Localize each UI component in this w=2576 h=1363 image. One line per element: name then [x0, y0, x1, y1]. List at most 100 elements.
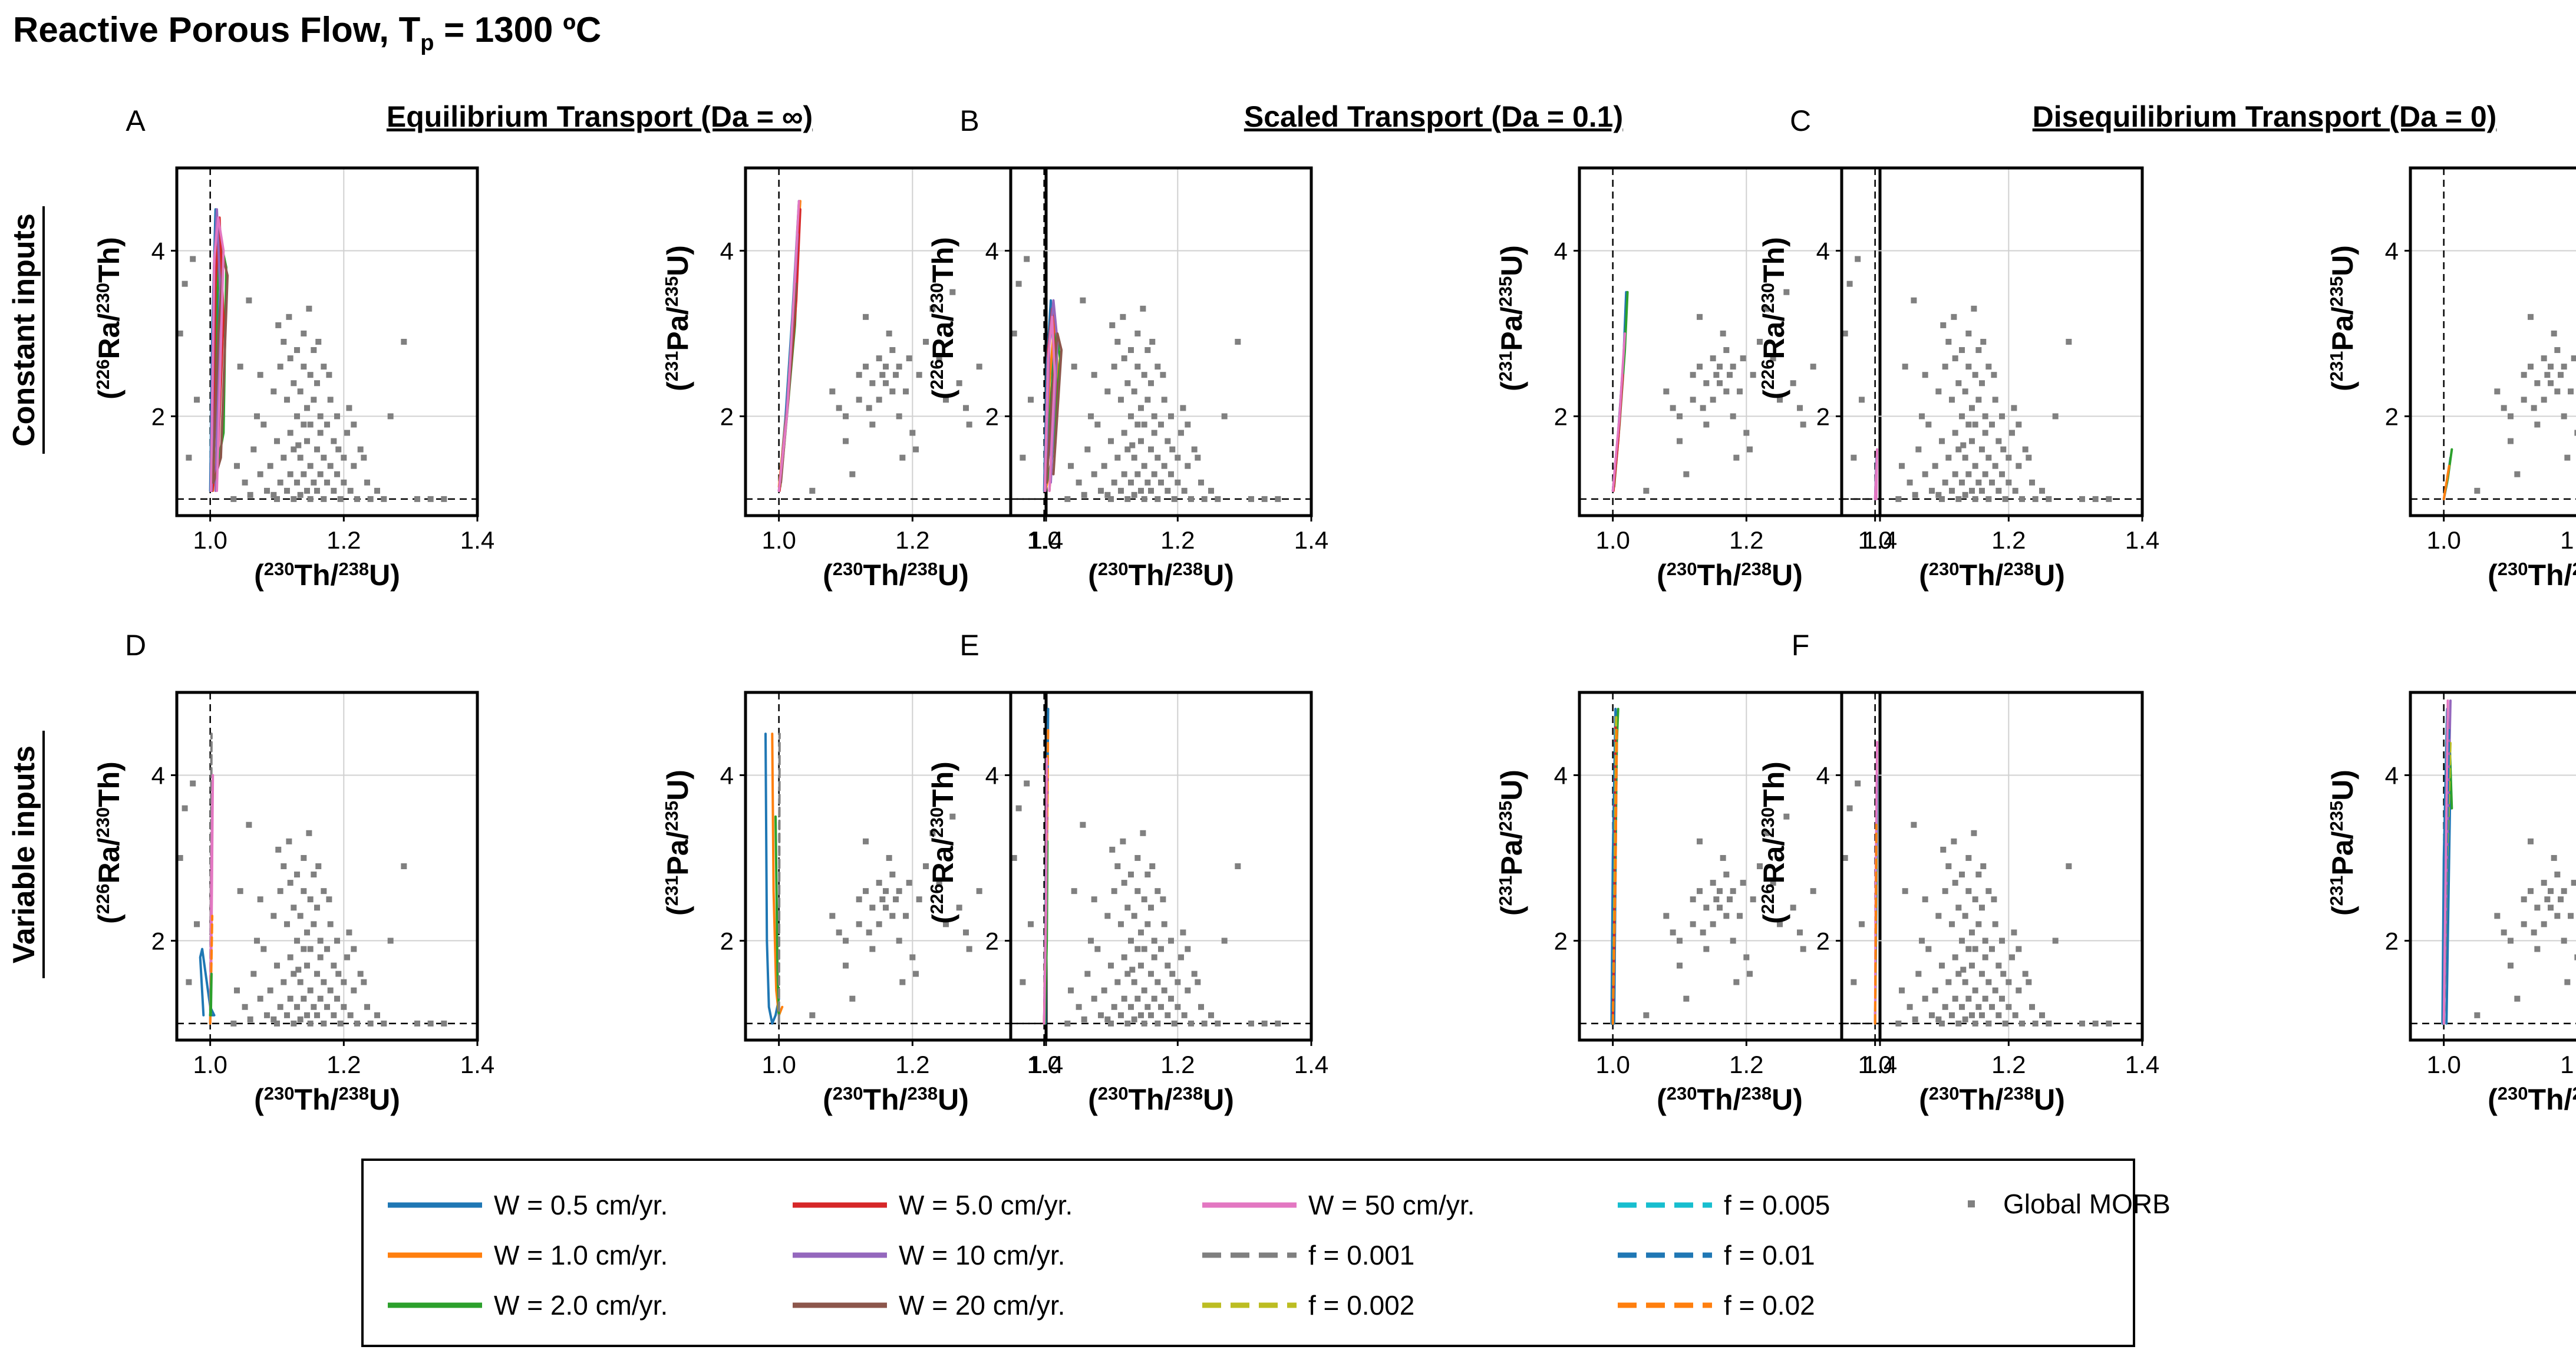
- morb-point: [1171, 496, 1177, 502]
- morb-point: [1932, 463, 1938, 469]
- morb-point: [287, 880, 293, 886]
- morb-point: [1120, 838, 1126, 844]
- morb-point: [869, 380, 876, 387]
- morb-point: [1730, 888, 1736, 895]
- morb-point: [906, 355, 912, 362]
- morb-point: [1148, 905, 1154, 911]
- morb-point: [311, 397, 317, 403]
- morb-point: [331, 487, 337, 494]
- morb-point: [923, 339, 929, 345]
- morb-point: [307, 421, 314, 428]
- morb-point: [843, 938, 849, 944]
- morb-point: [427, 496, 434, 502]
- morb-point: [311, 1004, 317, 1010]
- column-header: Disequilibrium Transport (Da = 0): [2033, 100, 2497, 133]
- morb-point: [1663, 388, 1670, 395]
- morb-point: [1945, 863, 1952, 869]
- morb-point: [1120, 313, 1126, 320]
- morb-point: [1138, 405, 1144, 411]
- morb-point: [936, 880, 942, 886]
- morb-point: [1134, 946, 1141, 952]
- morb-point: [314, 905, 320, 911]
- morb-point: [1677, 962, 1683, 969]
- morb-point: [1124, 496, 1131, 502]
- morb-point: [291, 380, 297, 387]
- morb-point: [896, 888, 902, 895]
- morb-point: [956, 380, 962, 387]
- morb-point: [242, 479, 248, 486]
- morb-point: [2521, 921, 2527, 928]
- morb-point: [257, 372, 263, 378]
- x-tick-label: 1.2: [2560, 526, 2576, 554]
- axes-frame: [1009, 691, 1313, 1042]
- morb-point: [1851, 454, 1857, 461]
- morb-point: [1181, 487, 1188, 494]
- morb-point: [1922, 471, 1928, 477]
- morb-point: [1975, 347, 1982, 354]
- morb-point: [1737, 913, 1743, 919]
- x-tick-label: 1.0: [193, 526, 227, 554]
- morb-point: [1955, 905, 1962, 911]
- morb-point: [321, 1020, 327, 1027]
- morb-point: [2548, 364, 2554, 370]
- morb-point: [856, 372, 862, 378]
- morb-point: [275, 846, 282, 853]
- morb-point: [1912, 1016, 1918, 1022]
- morb-point: [1188, 496, 1194, 502]
- x-axis-label: (230Th/238U): [1919, 559, 2065, 592]
- morb-point: [1015, 805, 1022, 811]
- morb-point: [441, 1020, 447, 1027]
- morb-point: [1797, 405, 1803, 411]
- x-tick-label: 1.4: [460, 1051, 494, 1078]
- morb-point: [237, 888, 243, 895]
- morb-scatter: [1842, 780, 2112, 1027]
- subplot-D-Ra: 1.0 1.2 1.4 2 4 (230Th/238U) (226Ra/230Th): [93, 691, 494, 1116]
- morb-point: [1969, 962, 1975, 969]
- morb-point: [1955, 446, 1962, 453]
- morb-point: [2541, 397, 2547, 403]
- morb-point: [2521, 372, 2527, 378]
- morb-point: [2474, 1012, 2481, 1018]
- morb-point: [306, 305, 312, 312]
- morb-point: [1750, 372, 1756, 378]
- morb-point: [1999, 995, 2005, 1002]
- x-axis-label: (230Th/238U): [1088, 559, 1234, 592]
- morb-point: [301, 330, 307, 336]
- morb-point: [1980, 863, 1987, 869]
- x-tick-label: 1.0: [1027, 1051, 1061, 1078]
- morb-point: [1929, 487, 1935, 494]
- model-curves: [1610, 708, 1620, 1025]
- morb-point: [863, 313, 869, 320]
- subplot-B-Pa: 1.0 1.2 1.4 2 4 (230Th/238U) (231Pa/235U): [1495, 166, 1897, 592]
- morb-point: [264, 487, 270, 494]
- morb-point: [1208, 1012, 1214, 1018]
- morb-point: [1168, 471, 1174, 477]
- series-line: [1611, 332, 1627, 492]
- morb-point: [1191, 971, 1198, 977]
- series-line: [1043, 757, 1048, 1025]
- morb-point: [1148, 971, 1154, 977]
- morb-point: [2079, 1020, 2085, 1027]
- morb-point: [2002, 496, 2008, 502]
- y-tick-label: 4: [1816, 761, 1830, 789]
- morb-point: [2032, 496, 2039, 502]
- morb-point: [361, 454, 367, 461]
- morb-point: [1949, 487, 1955, 494]
- morb-point: [1155, 888, 1161, 895]
- morb-point: [1922, 995, 1928, 1002]
- morb-scatter: [2474, 838, 2576, 1018]
- morb-point: [2544, 896, 2551, 903]
- y-axis-label: (231Pa/235U): [661, 770, 695, 916]
- morb-point: [2531, 405, 2537, 411]
- morb-point: [1985, 496, 1992, 502]
- morb-point: [334, 471, 340, 477]
- morb-point: [260, 946, 267, 952]
- morb-point: [1111, 364, 1117, 370]
- morb-point: [1169, 446, 1176, 453]
- morb-point: [1091, 995, 1097, 1002]
- morb-point: [1737, 388, 1743, 395]
- y-tick-label: 2: [720, 402, 734, 430]
- morb-point: [1907, 479, 1913, 486]
- axes-frame: [744, 166, 1048, 517]
